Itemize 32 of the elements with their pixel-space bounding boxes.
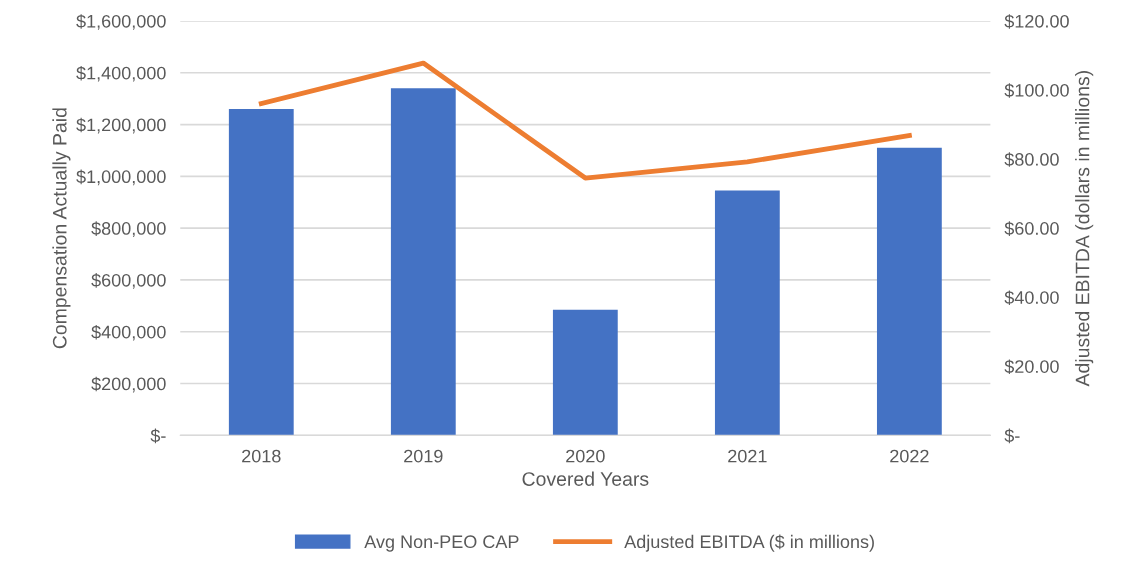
x-tick-label: 2018	[242, 449, 281, 463]
y2-tick-label: $40.00	[1004, 290, 1059, 305]
y2-tick-label: $-	[1004, 428, 1020, 444]
x-tick-label: 2020	[566, 449, 605, 463]
y-tick-label: $1,200,000	[76, 117, 166, 134]
x-axis-title: Covered Years	[522, 471, 649, 486]
bar	[390, 88, 456, 436]
legend-label: Avg Non-PEO CAP	[364, 535, 519, 552]
y-tick-label: $600,000	[91, 273, 166, 289]
y2-tick-label: $120.00	[1004, 14, 1069, 29]
y2-tick-label: $20.00	[1004, 359, 1059, 375]
y-tick-label: $1,400,000	[76, 65, 166, 82]
bar	[228, 109, 294, 436]
line-series	[258, 60, 912, 181]
x-tick-label: 2021	[728, 449, 767, 463]
bar	[552, 309, 618, 436]
y-tick-label: $1,600,000	[76, 14, 166, 30]
legend-label: Adjusted EBITDA ($ in millions)	[624, 534, 874, 552]
y-axis-title: Compensation Actually Paid	[52, 108, 71, 349]
y-tick-label: $800,000	[91, 221, 166, 237]
y-tick-label: $400,000	[91, 324, 166, 341]
y2-tick-label: $80.00	[1004, 152, 1059, 167]
bar	[876, 147, 942, 436]
bar	[714, 190, 780, 436]
y2-tick-label: $60.00	[1004, 221, 1059, 236]
y-tick-label: $-	[150, 428, 166, 444]
y-tick-label: $1,000,000	[76, 169, 166, 186]
y-tick-label: $200,000	[91, 376, 166, 393]
x-tick-label: 2022	[890, 449, 929, 463]
x-tick-label: 2019	[404, 449, 443, 463]
y2-axis-title: Adjusted EBITDA (dollars in millions)	[1075, 71, 1094, 387]
y2-tick-label: $100.00	[1004, 83, 1069, 98]
